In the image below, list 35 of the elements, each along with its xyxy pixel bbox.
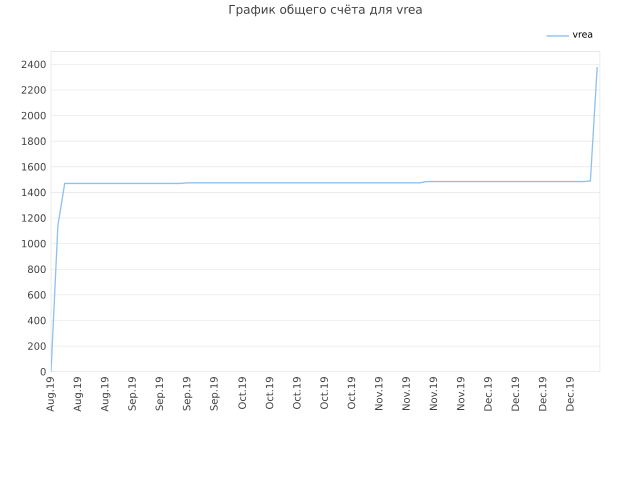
x-tick-label: Sep.19 [182,377,192,411]
x-tick-label: Dec.19 [538,377,546,411]
y-tick-label: 1000 [22,240,46,248]
y-tick-label: 2200 [22,86,46,94]
y-tick-label: 1600 [22,163,46,171]
x-tick-label: Nov.19 [430,377,438,410]
x-tick-label: Dec.19 [566,377,574,411]
x-tick-label: Oct.19 [348,377,356,410]
y-tick-label: 0 [40,368,46,376]
legend-label: vrea [572,32,592,38]
x-tick-label: Oct.19 [238,377,246,410]
chart-title: График общего счёта для vrea [229,4,422,16]
x-tick-label: Sep.19 [156,377,165,411]
x-tick-label: Nov.19 [456,377,464,410]
x-tick-label: Oct.19 [320,377,328,410]
y-tick-label: 1200 [22,214,46,222]
y-tick-label: 400 [28,316,46,324]
y-tick-label: 2400 [22,60,46,68]
x-tick-label: Aug.19 [100,377,110,412]
y-tick-label: 200 [28,342,46,350]
x-tick-label: Nov.19 [402,377,410,410]
x-tick-label: Dec.19 [484,377,492,411]
x-tick-label: Aug.19 [74,377,84,412]
y-tick-label: 2000 [22,112,46,120]
y-tick-label: 1800 [22,138,46,146]
x-tick-label: Oct.19 [266,377,274,410]
y-tick-label: 800 [28,266,46,274]
x-tick-label: Aug.19 [46,377,56,412]
x-tick-label: Sep.19 [128,377,138,411]
y-tick-label: 1400 [22,188,46,196]
x-tick-label: Dec.19 [512,377,520,411]
y-tick-label: 600 [28,291,46,299]
x-tick-label: Oct.19 [293,377,301,410]
x-tick-label: Nov.19 [374,377,383,410]
x-tick-label: Sep.19 [210,377,220,411]
